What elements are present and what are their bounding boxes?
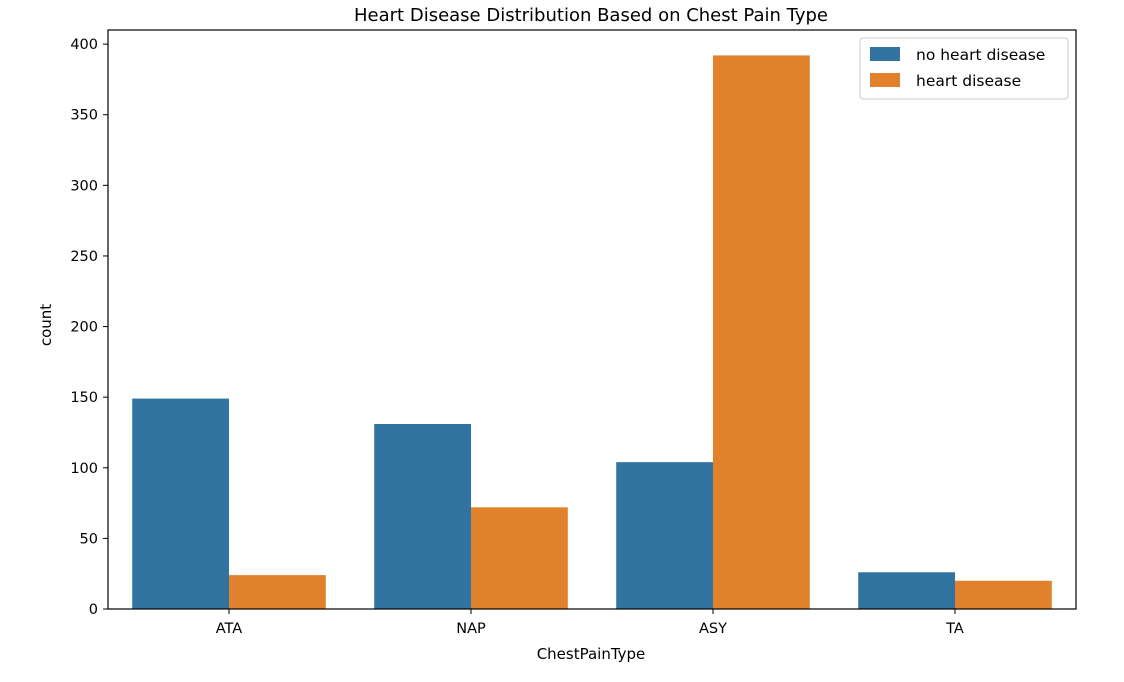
bar-nap-series-1 [374,424,471,609]
legend-label-series-1: no heart disease [916,46,1045,64]
legend-box [859,37,1069,100]
bar-asy-series-1 [616,462,713,609]
plot-area: 0 50 100 150 200 250 300 350 400 ATA NAP ASY TA [70,29,1077,637]
x-tick-label: ATA [216,621,243,637]
y-tick-label: 50 [80,531,98,547]
bar-ata-series-2 [229,575,326,609]
y-tick-label: 200 [70,320,98,336]
bar-ata-series-1 [132,398,229,609]
legend-label-series-2: heart disease [916,72,1021,90]
x-tick-label: NAP [456,621,486,637]
legend: no heart disease heart disease [859,37,1069,100]
x-tick-label: TA [945,621,964,637]
bar-ta-series-1 [858,572,955,609]
y-tick-label: 0 [89,602,98,618]
y-axis-label: count [37,304,55,346]
y-tick-label: 250 [70,249,98,265]
legend-swatch-series-1 [870,47,900,61]
y-tick-label: 300 [70,178,98,194]
y-tick-label: 150 [70,390,98,406]
y-tick-label: 100 [70,461,98,477]
x-tick-label: ASY [699,621,727,637]
bar-asy-series-2 [713,55,810,610]
chart-title: Heart Disease Distribution Based on Ches… [354,5,828,26]
x-axis-label: ChestPainType [537,645,646,663]
legend-swatch-series-2 [870,73,900,87]
plot-frame [107,29,1077,610]
bar-ta-series-2 [955,580,1052,609]
bar-nap-series-2 [471,507,568,609]
y-tick-label: 350 [70,108,98,124]
y-tick-label: 400 [70,37,98,53]
